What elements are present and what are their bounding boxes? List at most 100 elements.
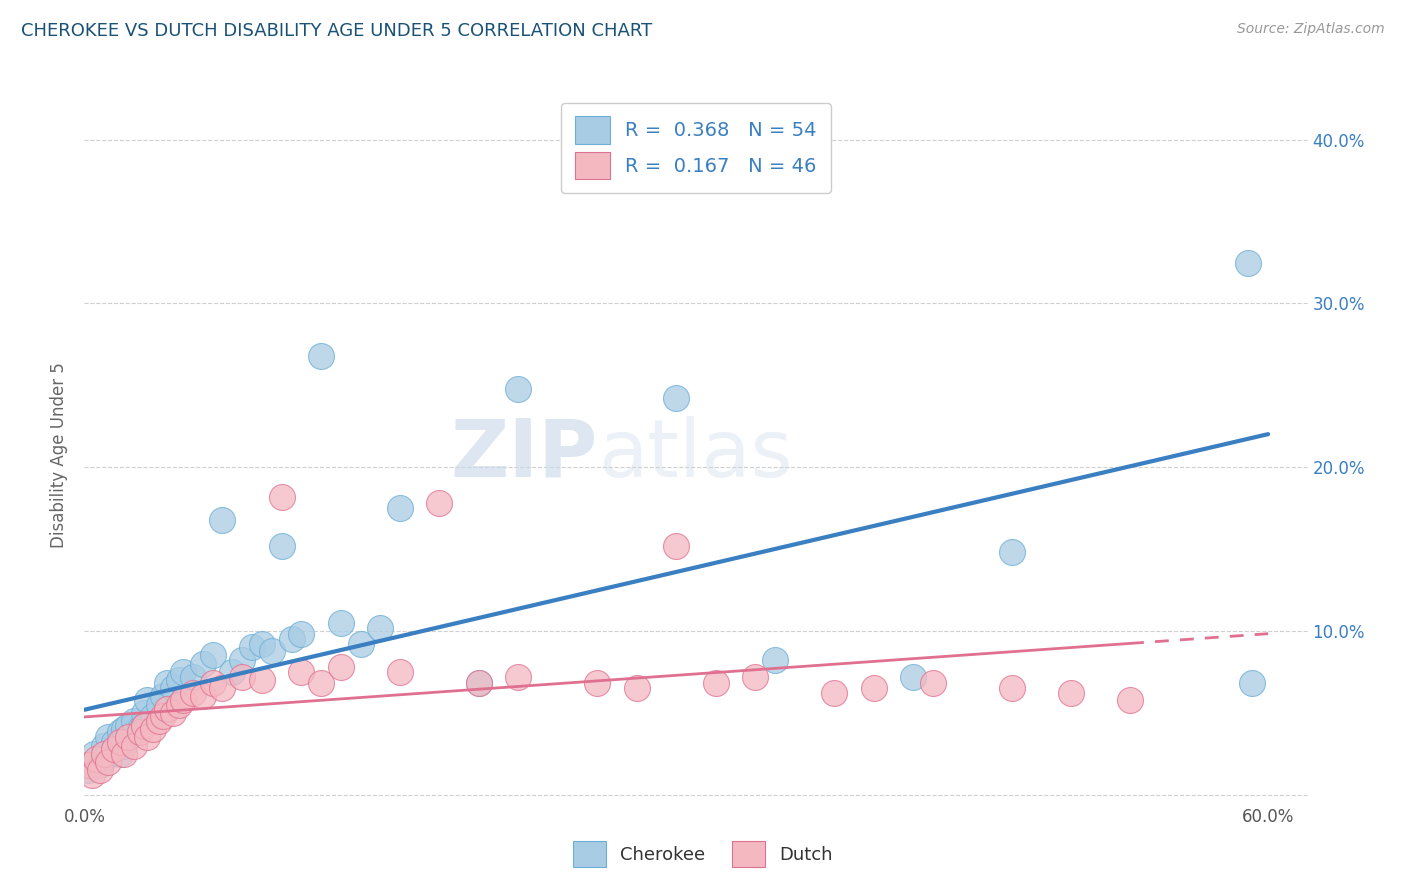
Point [103, 735, 125, 749]
Legend: Cherokee, Dutch: Cherokee, Dutch [567, 834, 839, 874]
Point [172, 665, 194, 679]
Point [142, 709, 165, 723]
Point [329, 615, 352, 630]
Point [191, 657, 214, 671]
Point [231, 653, 253, 667]
Point [112, 747, 135, 761]
Point [211, 681, 233, 696]
Point [97, 755, 120, 769]
Point [156, 676, 179, 690]
Point [201, 648, 224, 663]
Point [309, 349, 332, 363]
Point [250, 673, 273, 687]
Point [921, 676, 943, 690]
Point [148, 698, 170, 712]
Point [181, 670, 204, 684]
Point [901, 670, 924, 684]
Point [508, 670, 530, 684]
Point [389, 501, 412, 516]
Point [108, 747, 131, 761]
Point [368, 621, 391, 635]
Point [103, 741, 125, 756]
Point [156, 702, 179, 716]
Point [1241, 676, 1264, 690]
Point [240, 640, 263, 655]
Point [82, 768, 104, 782]
Point [108, 725, 131, 739]
Point [862, 681, 884, 696]
Point [172, 692, 194, 706]
Point [1237, 255, 1260, 269]
Point [191, 690, 214, 704]
Point [108, 735, 131, 749]
Point [823, 686, 845, 700]
Point [763, 653, 786, 667]
Point [162, 706, 184, 720]
Point [270, 539, 292, 553]
Point [201, 676, 224, 690]
Point [132, 706, 155, 720]
Point [744, 670, 766, 684]
Point [181, 686, 204, 700]
Point [152, 709, 174, 723]
Point [93, 747, 115, 761]
Point [89, 763, 111, 777]
Text: Source: ZipAtlas.com: Source: ZipAtlas.com [1237, 22, 1385, 37]
Point [97, 731, 120, 745]
Point [329, 660, 352, 674]
Point [136, 731, 159, 745]
Point [83, 755, 105, 769]
Point [84, 751, 107, 765]
Point [586, 676, 609, 690]
Point [112, 739, 135, 753]
Y-axis label: Disability Age Under 5: Disability Age Under 5 [51, 362, 69, 548]
Point [128, 725, 150, 739]
Point [1001, 681, 1024, 696]
Point [162, 681, 184, 696]
Text: atlas: atlas [598, 416, 793, 494]
Point [93, 739, 115, 753]
Point [280, 632, 302, 646]
Point [122, 725, 145, 739]
Point [103, 741, 125, 756]
Text: ZIP: ZIP [451, 416, 598, 494]
Point [626, 681, 648, 696]
Point [1119, 692, 1142, 706]
Point [290, 627, 312, 641]
Point [231, 670, 253, 684]
Point [89, 758, 111, 772]
Point [349, 637, 371, 651]
Point [389, 665, 412, 679]
Point [142, 722, 165, 736]
Point [1060, 686, 1083, 700]
Text: CHEROKEE VS DUTCH DISABILITY AGE UNDER 5 CORRELATION CHART: CHEROKEE VS DUTCH DISABILITY AGE UNDER 5… [21, 22, 652, 40]
Point [429, 496, 451, 510]
Point [167, 698, 190, 712]
Point [270, 490, 292, 504]
Point [117, 731, 139, 745]
Point [665, 392, 688, 406]
Point [260, 643, 283, 657]
Point [211, 512, 233, 526]
Point [77, 758, 100, 772]
Point [83, 747, 105, 761]
Point [152, 690, 174, 704]
Point [1001, 545, 1024, 559]
Point [122, 714, 145, 728]
Point [112, 722, 135, 736]
Point [221, 665, 243, 679]
Point [508, 382, 530, 396]
Point [97, 747, 120, 761]
Point [250, 637, 273, 651]
Point [132, 719, 155, 733]
Point [136, 692, 159, 706]
Point [77, 763, 100, 777]
Point [468, 676, 491, 690]
Point [309, 676, 332, 690]
Point [117, 731, 139, 745]
Point [132, 719, 155, 733]
Point [122, 739, 145, 753]
Point [468, 676, 491, 690]
Point [117, 719, 139, 733]
Point [665, 539, 688, 553]
